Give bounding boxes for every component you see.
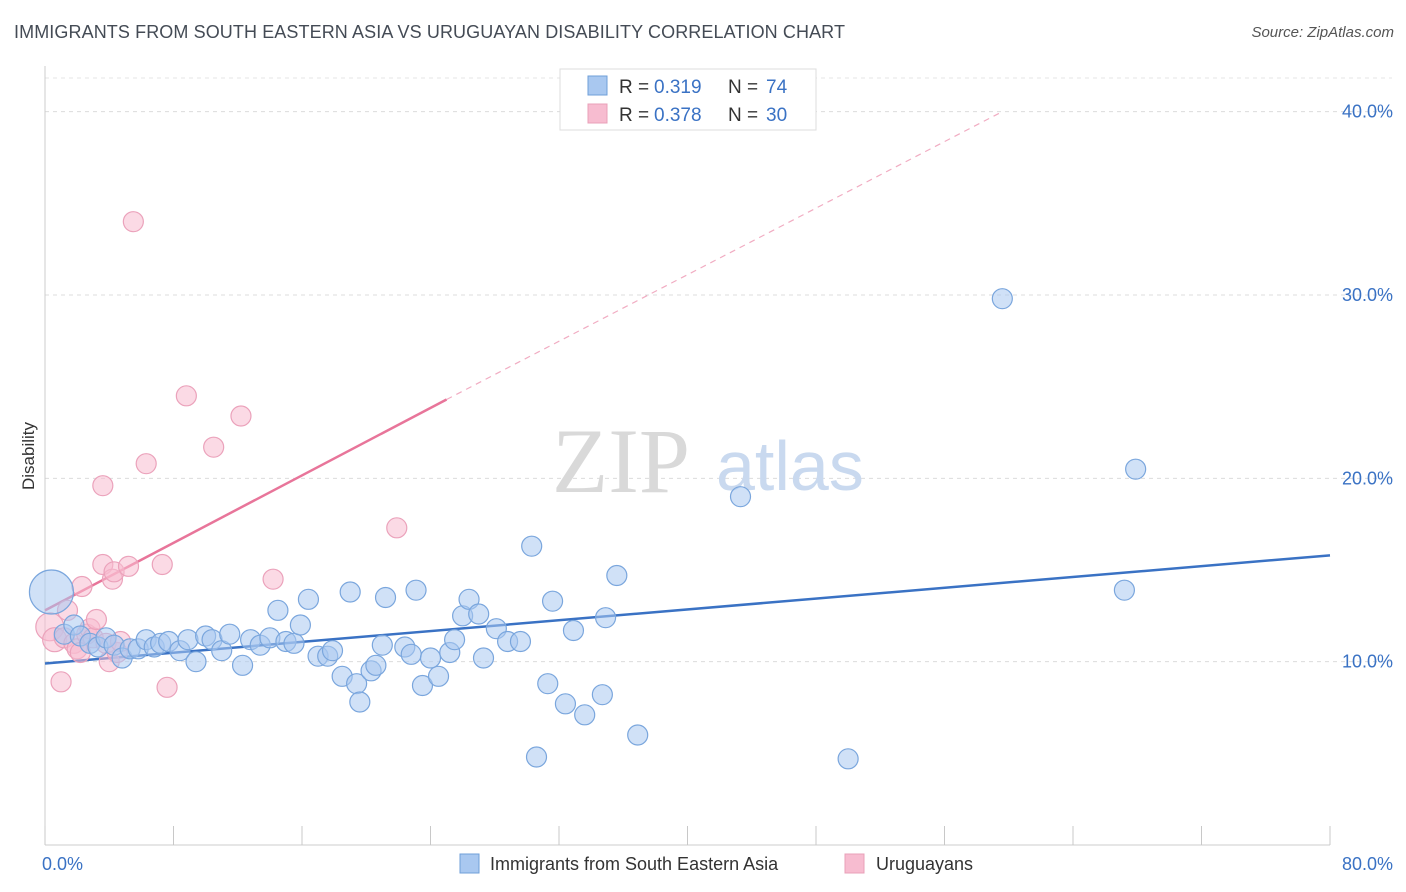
point-immigrants-sea [521,535,543,557]
point-immigrants-sea [267,599,289,621]
legend-r-value-1: 0.319 [654,77,702,98]
point-uruguayans [203,436,225,458]
watermark: ZIP atlas [552,410,864,512]
point-immigrants-sea [1113,579,1136,601]
legend-n-label-1: N = [728,77,758,98]
point-immigrants-sea [321,640,344,662]
legend-n-value-2: 30 [766,105,787,126]
point-uruguayans [71,575,93,598]
point-immigrants-sea [591,684,613,706]
point-immigrants-sea [177,629,199,651]
point-uruguayans [262,568,284,590]
point-immigrants-sea [574,704,596,726]
legend-swatch-blue [587,75,608,96]
point-immigrants-sea [537,673,559,695]
point-uruguayans [122,211,144,233]
point-immigrants-sea [472,647,495,669]
trend-line-0 [44,554,1331,665]
point-immigrants-sea [297,588,320,610]
point-immigrants-sea [541,590,564,612]
x-tick-label: 80.0% [1342,854,1393,874]
legend-r-value-2: 0.378 [654,105,702,126]
point-immigrants-sea [231,654,254,676]
chart-title: IMMIGRANTS FROM SOUTH EASTERN ASIA VS UR… [14,22,846,42]
bottom-legend-swatch-pink [844,853,865,874]
bottom-legend-label-blue: Immigrants from South Eastern Asia [490,854,779,874]
point-immigrants-sea [283,632,305,654]
point-uruguayans [230,405,252,427]
point-immigrants-sea [468,603,490,625]
point-immigrants-sea [419,647,442,669]
point-immigrants-sea [991,288,1013,310]
point-uruguayans [151,553,173,576]
watermark-zip: ZIP [552,410,690,512]
point-immigrants-sea [594,607,617,629]
point-immigrants-sea [289,614,311,636]
point-immigrants-sea [606,564,628,587]
point-immigrants-sea [339,581,361,603]
point-immigrants-sea [400,643,422,665]
y-axis-title: Disability [19,421,38,490]
bottom-legend-swatch-blue [459,853,480,874]
y-tick-label: 10.0% [1342,652,1393,672]
point-uruguayans [50,671,72,693]
grid-lines [45,77,1392,663]
point-immigrants-sea [349,691,371,713]
point-immigrants-sea [28,569,75,615]
legend-swatch-pink [587,103,608,124]
point-immigrants-sea [374,586,397,609]
point-immigrants-sea [458,588,480,610]
tick-labels: 10.0% 20.0% 30.0% 40.0% 0.0% 80.0% [42,102,1393,874]
point-immigrants-sea [729,486,752,508]
data-points [28,211,1147,770]
point-immigrants-sea [525,746,548,768]
point-immigrants-sea [365,654,387,676]
source-credit: Source: ZipAtlas.com [1251,24,1394,41]
point-immigrants-sea [219,623,241,645]
point-uruguayans [117,555,140,577]
point-immigrants-sea [405,579,427,601]
legend-r-label-1: R = [619,77,649,98]
point-immigrants-sea [562,619,585,642]
legend-r-label-2: R = [619,105,649,126]
point-immigrants-sea [1125,458,1147,480]
point-uruguayans [386,517,408,539]
point-uruguayans [175,385,197,407]
bottom-legend: Immigrants from South Eastern Asia Urugu… [459,853,973,874]
trend-line-dashed-1 [446,111,1003,401]
y-tick-label: 30.0% [1342,285,1393,305]
point-immigrants-sea [554,693,577,715]
point-immigrants-sea [443,629,466,651]
y-tick-label: 20.0% [1342,468,1393,488]
point-uruguayans [85,608,108,631]
point-immigrants-sea [411,674,434,697]
x-tick-label: 0.0% [42,854,83,874]
point-immigrants-sea [509,630,532,653]
point-immigrants-sea [627,724,649,746]
point-uruguayans [135,453,157,475]
trend-lines [44,111,1331,665]
y-tick-label: 40.0% [1342,102,1393,122]
legend-n-value-1: 74 [766,77,788,98]
legend: R = 0.319 N = 74 R = 0.378 N = 30 [559,68,817,131]
bottom-legend-label-pink: Uruguayans [876,854,973,874]
point-immigrants-sea [837,748,859,770]
point-immigrants-sea [371,634,393,656]
point-immigrants-sea [185,651,207,673]
point-immigrants-sea [427,665,450,687]
point-uruguayans [156,676,178,698]
legend-n-label-2: N = [728,105,758,126]
axes [44,66,1331,846]
point-uruguayans [92,475,114,497]
